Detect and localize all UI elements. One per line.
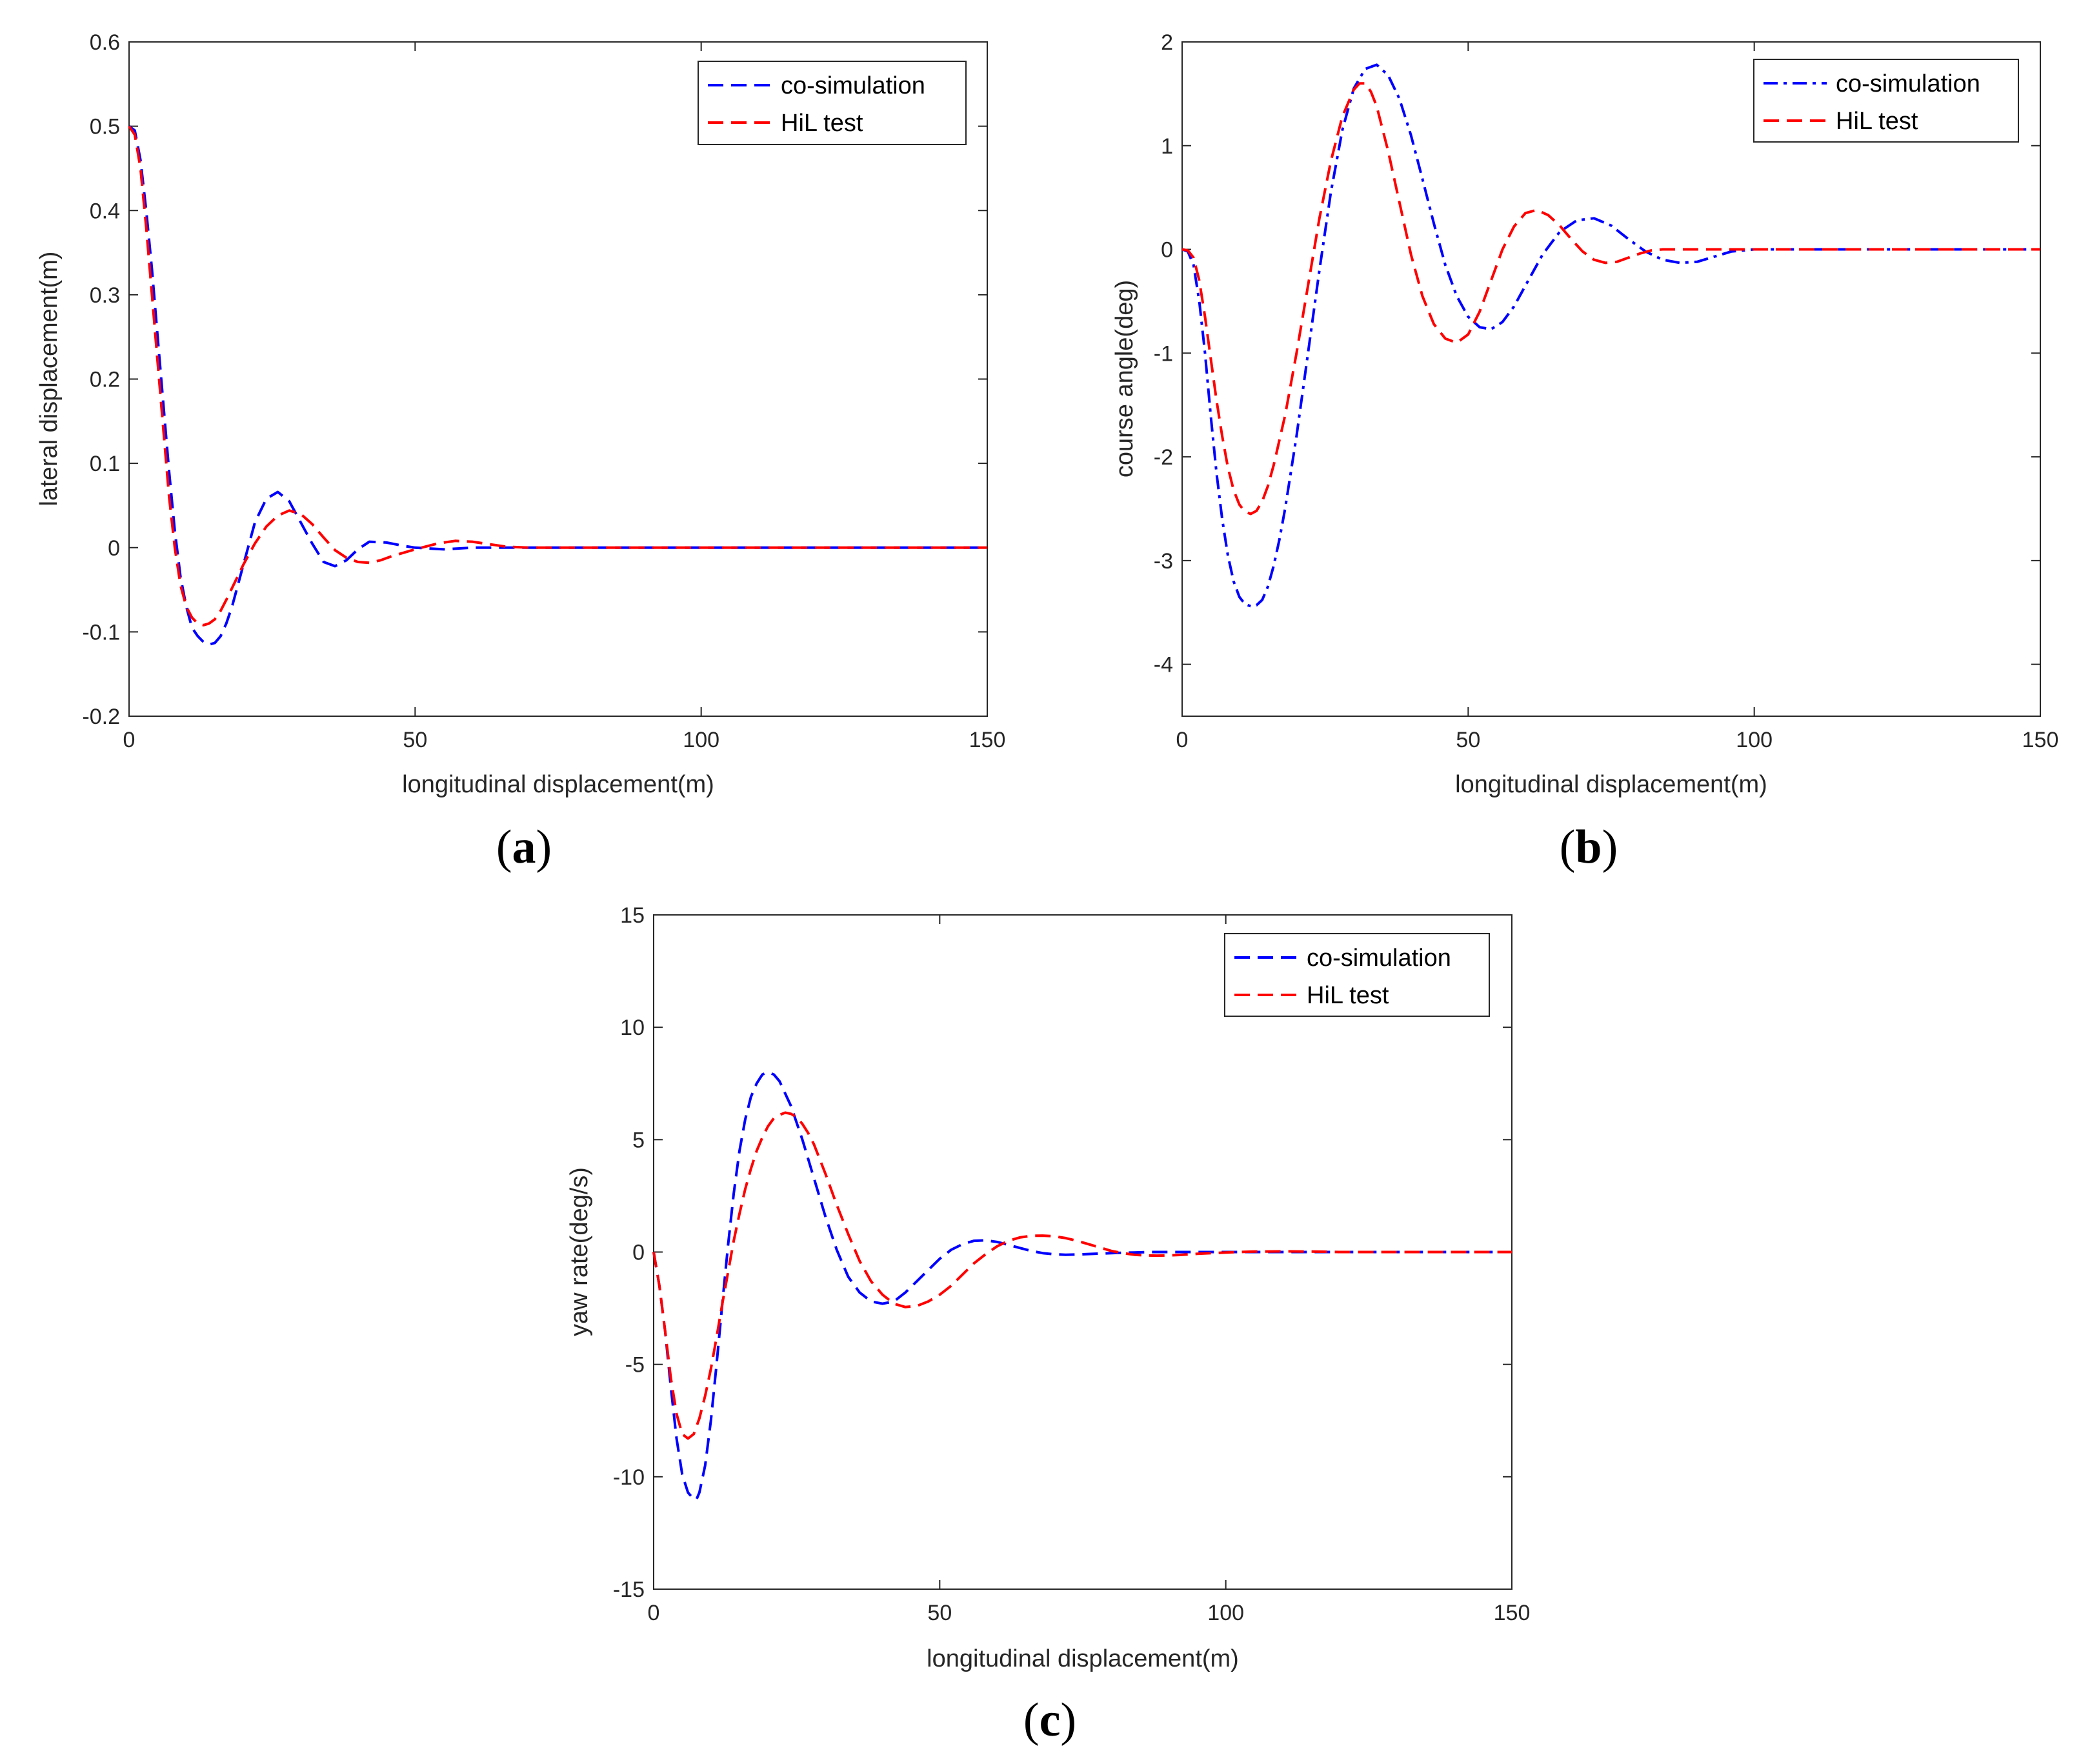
- legend-label-co-simulation: co-simulation: [1307, 945, 1451, 972]
- panel-label-letter: a: [512, 821, 536, 874]
- series-line-hil-test: [652, 1111, 1512, 1440]
- y-tick-label: -0.1: [82, 620, 120, 645]
- y-tick-label: -2: [1154, 445, 1173, 470]
- series-group: [652, 1070, 1512, 1501]
- y-tick-label: 0.3: [90, 283, 120, 308]
- y-axis-label: course angle(deg): [1111, 280, 1138, 477]
- panel-label-close-paren: ): [1602, 821, 1618, 874]
- legend-label-co-simulation: co-simulation: [1836, 70, 1980, 97]
- y-ticks: -15 -10 -5 0 5 10 15: [613, 903, 1512, 1602]
- y-tick-label: 0: [1161, 238, 1173, 263]
- panel-label-close-paren: ): [1060, 1694, 1076, 1747]
- y-tick-label: -3: [1154, 549, 1173, 574]
- x-tick-label: 100: [1736, 728, 1773, 752]
- x-axis-label: longitudinal displacement(m): [402, 771, 714, 798]
- y-tick-label: 10: [620, 1016, 645, 1040]
- x-tick-label: 0: [1176, 728, 1189, 752]
- plot-frame: [128, 41, 988, 717]
- panel-label-open-paren: (: [496, 821, 512, 874]
- y-tick-label: -4: [1154, 653, 1173, 677]
- legend: co-simulation HiL test: [698, 61, 967, 145]
- panel-label-close-paren: ): [536, 821, 552, 874]
- series-line-hil-test: [1181, 82, 2040, 516]
- legend: co-simulation HiL test: [1753, 59, 2019, 143]
- legend-label-hil-test: HiL test: [1307, 982, 1389, 1009]
- x-ticks: 0 50 100 150: [1176, 42, 2059, 752]
- x-tick-label: 100: [683, 728, 719, 752]
- x-ticks: 0 50 100 150: [648, 915, 1531, 1625]
- y-tick-label: 1: [1161, 134, 1173, 159]
- y-tick-label: 0.1: [90, 452, 120, 476]
- panel-label-open-paren: (: [1560, 821, 1576, 874]
- panel-label-letter: b: [1575, 821, 1602, 874]
- y-axis-label: lateral displacement(m): [35, 252, 63, 506]
- x-axis-label: longitudinal displacement(m): [927, 1645, 1239, 1672]
- y-tick-label: -10: [613, 1465, 645, 1490]
- y-tick-label: -1: [1154, 341, 1173, 366]
- x-ticks: 0 50 100 150: [123, 42, 1006, 752]
- x-tick-label: 50: [1456, 728, 1480, 752]
- legend-box: [698, 61, 967, 145]
- chart-panel-b: 0 50 100 150 -4 -3 -2 -1 0 1 2 longitudinal displ…: [1111, 30, 2058, 874]
- chart-panel-c: 0 50 100 150 -15 -10 -5 0 5 10 15 longitudinal di…: [566, 903, 1530, 1747]
- y-tick-label: -0.2: [82, 705, 120, 729]
- y-tick-label: 0.4: [90, 199, 120, 223]
- x-tick-label: 150: [2022, 728, 2059, 752]
- y-tick-label: 0.6: [90, 30, 120, 55]
- legend-label-hil-test: HiL test: [1836, 108, 1918, 135]
- x-tick-label: 150: [1494, 1601, 1531, 1625]
- y-tick-label: 0: [108, 536, 120, 561]
- x-tick-label: 100: [1207, 1601, 1244, 1625]
- y-axis-label: yaw rate(deg/s): [566, 1167, 593, 1336]
- panel-label-b: (b): [1560, 821, 1618, 874]
- x-tick-label: 150: [969, 728, 1006, 752]
- x-tick-label: 50: [927, 1601, 952, 1625]
- x-tick-label: 0: [123, 728, 136, 752]
- x-tick-label: 50: [403, 728, 427, 752]
- y-tick-label: 5: [632, 1128, 645, 1152]
- y-tick-label: 0.2: [90, 368, 120, 392]
- panel-label-c: (c): [1023, 1694, 1076, 1747]
- x-axis-label: longitudinal displacement(m): [1455, 771, 1767, 798]
- y-ticks: -0.2 -0.1 0 0.1 0.2 0.3 0.4 0.5 0.6: [82, 30, 987, 729]
- series-group: [1181, 63, 2040, 608]
- series-group: [128, 125, 987, 646]
- legend-label-hil-test: HiL test: [781, 110, 863, 137]
- legend-box: [1753, 59, 2019, 143]
- series-line-co-simulation: [128, 125, 987, 646]
- y-ticks: -4 -3 -2 -1 0 1 2: [1154, 30, 2040, 677]
- y-tick-label: -5: [625, 1353, 645, 1378]
- x-tick-label: 0: [648, 1601, 660, 1625]
- legend-box: [1224, 933, 1490, 1017]
- series-line-hil-test: [128, 125, 987, 626]
- y-tick-label: 0.5: [90, 115, 120, 139]
- chart-panel-a: 0 50 100 150 -0.2 -0.1 0 0.1 0.2 0.3 0.4 0.5 0.6 lo…: [35, 30, 1005, 874]
- y-tick-label: 0: [632, 1241, 645, 1265]
- y-tick-label: 15: [620, 903, 645, 928]
- legend-label-co-simulation: co-simulation: [781, 72, 925, 99]
- series-line-co-simulation: [652, 1070, 1512, 1501]
- y-tick-label: -15: [613, 1578, 645, 1602]
- y-tick-label: 2: [1161, 30, 1173, 55]
- plot-frame: [1181, 41, 2041, 717]
- panel-label-a: (a): [496, 821, 552, 874]
- panel-label-open-paren: (: [1023, 1694, 1040, 1747]
- panel-label-letter: c: [1040, 1694, 1061, 1747]
- legend: co-simulation HiL test: [1224, 933, 1490, 1017]
